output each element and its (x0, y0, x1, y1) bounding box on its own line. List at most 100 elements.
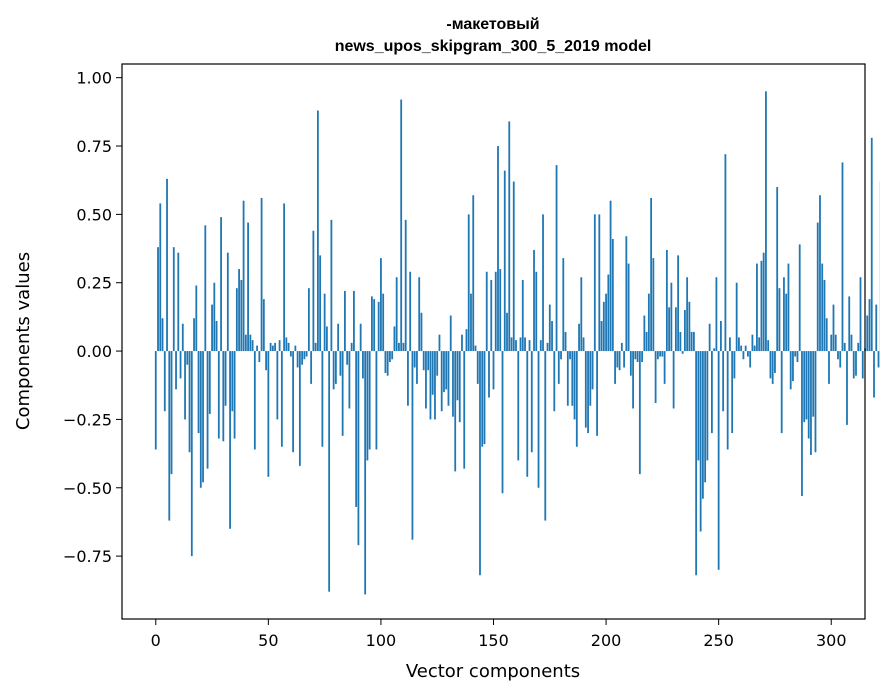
bar (530, 351, 533, 453)
bar (188, 351, 191, 453)
bar (206, 351, 209, 469)
bar (386, 351, 389, 376)
bar (377, 301, 380, 352)
bar (497, 146, 499, 352)
bar (199, 351, 202, 488)
bar (542, 214, 544, 352)
bar (857, 342, 860, 352)
bar (427, 351, 430, 371)
bar (742, 351, 745, 360)
bar (366, 351, 369, 461)
bar-series (154, 91, 880, 595)
y-tick-label: 0.75 (76, 137, 112, 156)
bar (801, 351, 803, 496)
bar (233, 351, 236, 439)
bar (654, 351, 657, 404)
bar (161, 318, 164, 352)
bar (690, 331, 693, 352)
bar (823, 279, 826, 352)
bar (625, 236, 628, 352)
bar (578, 323, 580, 352)
bar (611, 238, 614, 352)
x-tick-label: 200 (591, 631, 622, 650)
bar (661, 351, 664, 357)
bar (490, 279, 493, 352)
bar (524, 337, 526, 352)
bar (465, 329, 468, 352)
bar (499, 269, 502, 352)
bar (384, 351, 387, 373)
bar (184, 351, 186, 420)
bar (632, 351, 634, 409)
bar (247, 222, 249, 352)
bar (316, 110, 319, 352)
bar (620, 342, 623, 352)
bar (562, 258, 565, 352)
bar (704, 351, 707, 483)
bar (548, 304, 551, 352)
bar (452, 351, 454, 417)
bar (850, 334, 853, 352)
bar (760, 260, 763, 352)
bar (744, 345, 747, 352)
bar (614, 351, 616, 384)
bar (609, 200, 612, 352)
bar (177, 252, 180, 352)
bar (778, 288, 781, 352)
bar (461, 334, 463, 352)
bar (670, 282, 673, 352)
bar (695, 351, 698, 576)
bar (688, 301, 691, 352)
bar (382, 293, 385, 352)
bar (751, 334, 754, 352)
bar (332, 351, 335, 390)
bar (258, 351, 261, 363)
bar (629, 351, 632, 376)
bar (638, 351, 641, 475)
bar (253, 351, 256, 450)
bar (647, 293, 650, 352)
y-axis: −0.75 −0.50 −0.25 0.00 0.25 0.50 0.75 1.00 (63, 69, 122, 566)
bar (193, 318, 195, 352)
bar (740, 345, 743, 352)
bar (546, 342, 549, 352)
bar (738, 337, 740, 352)
bar (587, 351, 589, 434)
bar (409, 271, 412, 352)
bar (692, 331, 695, 352)
bar (875, 304, 878, 352)
bar (873, 351, 875, 398)
bar (463, 351, 466, 469)
bar (344, 290, 346, 352)
bar (283, 203, 286, 352)
bar (855, 351, 857, 376)
bar (679, 331, 682, 352)
bar (843, 342, 846, 352)
bar (175, 351, 177, 390)
bar (357, 351, 360, 546)
bar (310, 351, 313, 384)
bar (870, 137, 873, 352)
bar (330, 219, 333, 352)
bar (481, 351, 484, 447)
bar (564, 331, 567, 352)
bar (454, 351, 457, 472)
bar (371, 296, 373, 352)
bar (242, 200, 245, 352)
bar (474, 345, 477, 352)
bar (517, 351, 520, 461)
bar (834, 334, 837, 352)
bar (488, 351, 490, 398)
bar (798, 244, 801, 352)
bar (429, 351, 432, 420)
bar (508, 121, 511, 352)
bar (861, 351, 864, 379)
bar (231, 351, 234, 412)
bar (726, 351, 729, 450)
bar (731, 351, 734, 434)
bar (362, 351, 364, 379)
bar (276, 351, 279, 420)
bar (197, 351, 200, 434)
bar (816, 222, 819, 352)
bar (235, 288, 238, 352)
